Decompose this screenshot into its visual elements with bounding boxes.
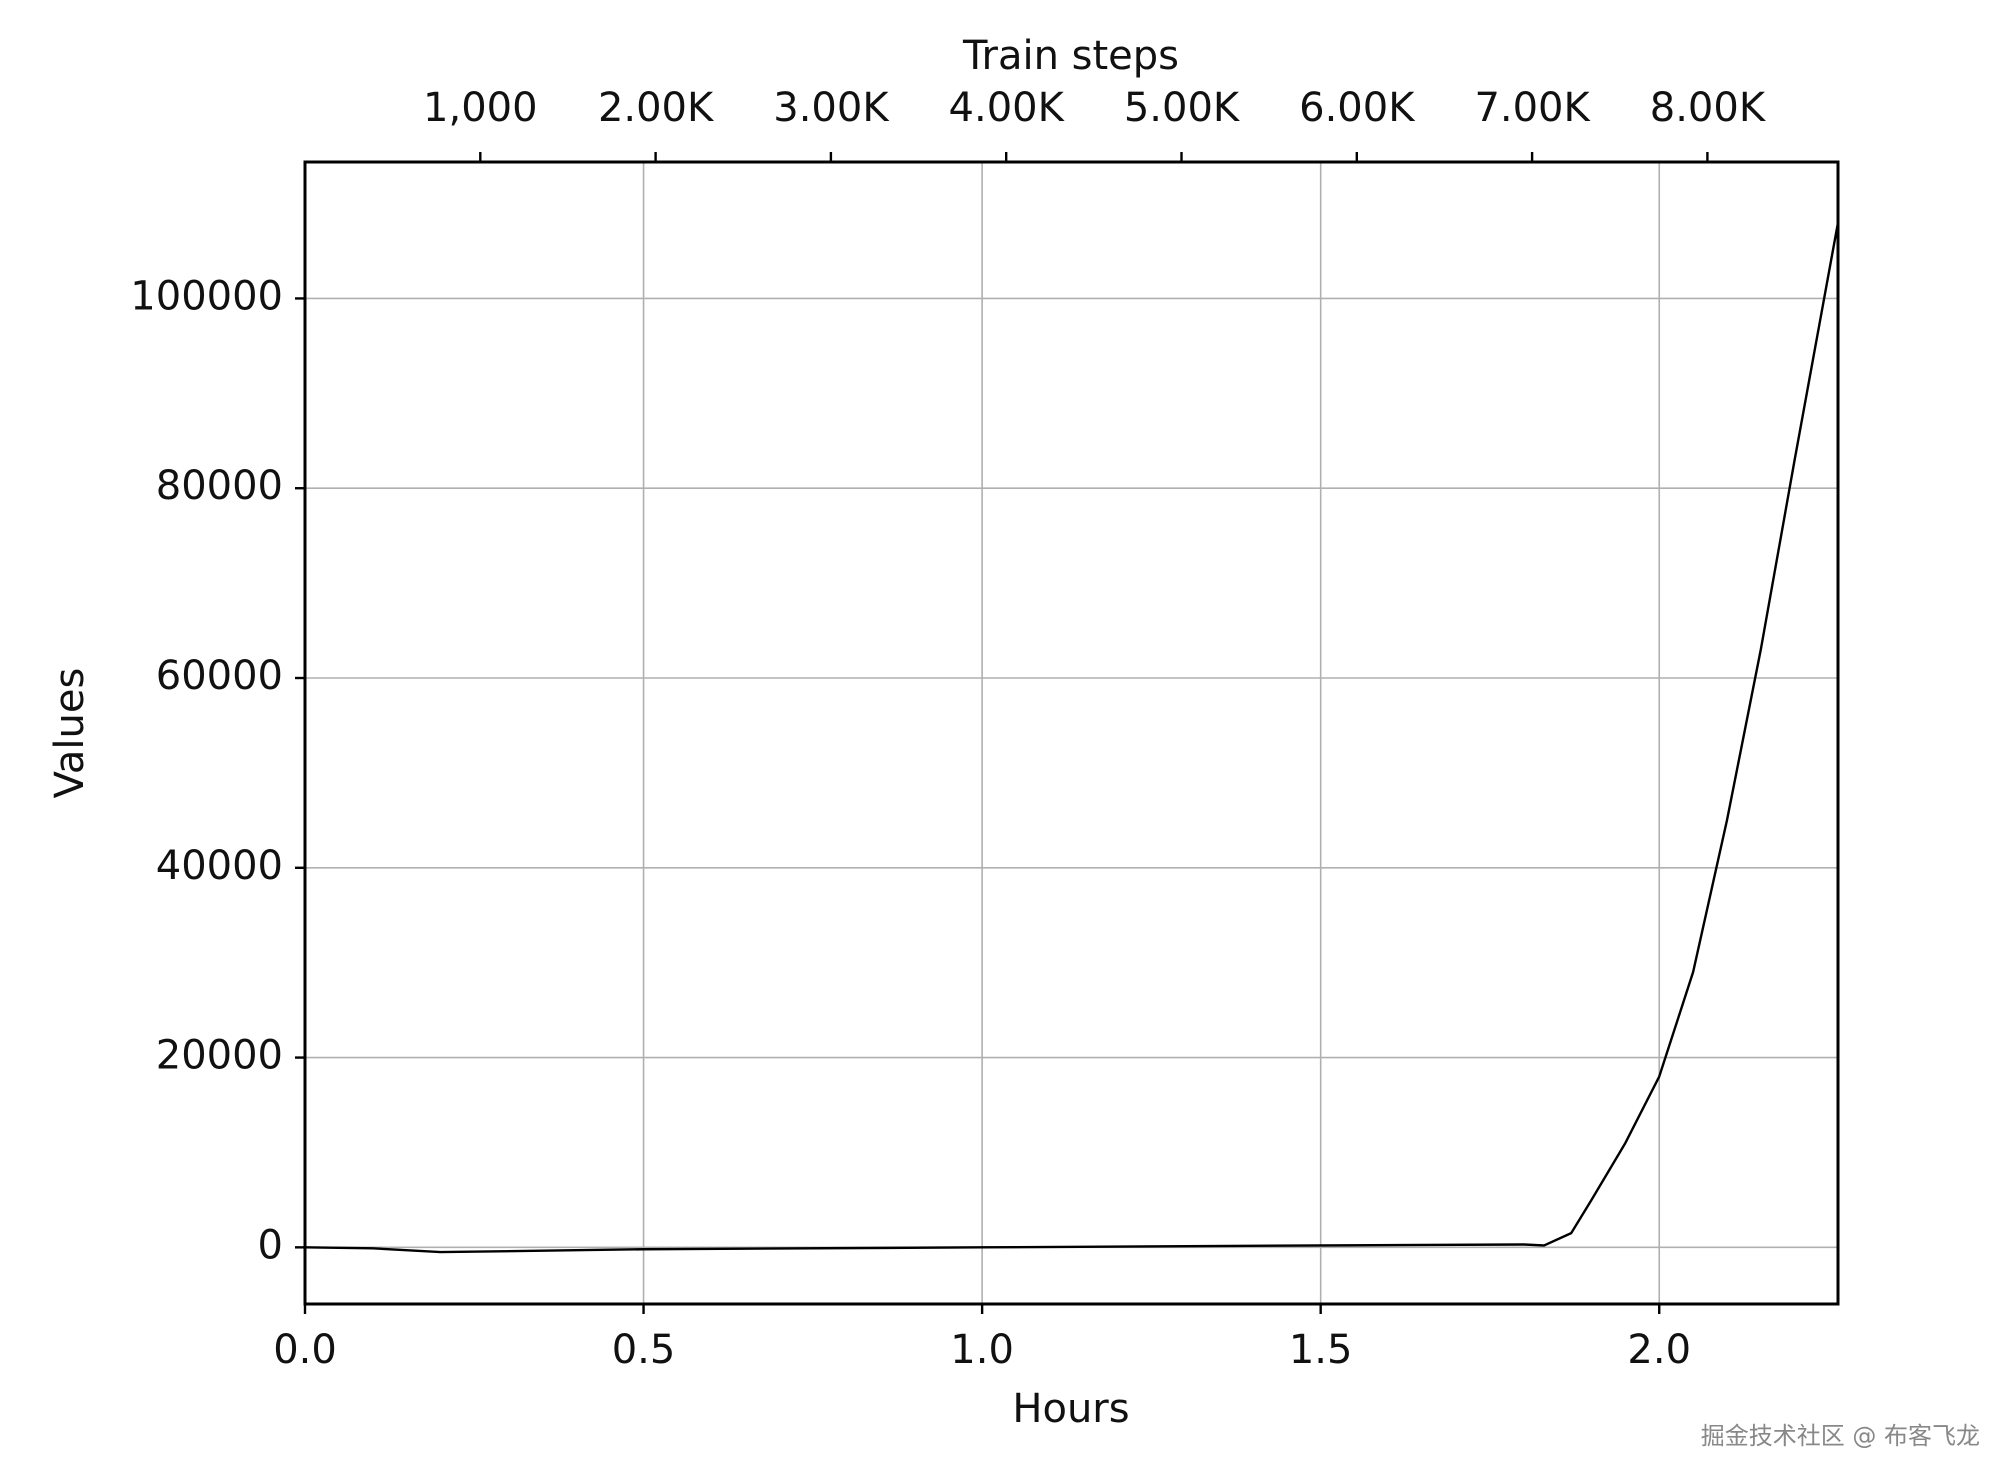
y-tick-label: 40000 [156,843,283,889]
x2-tick-label: 8.00K [1650,85,1767,131]
x2-tick-label: 3.00K [773,85,890,131]
x-tick-label: 2.0 [1627,1327,1691,1373]
y-tick-label: 100000 [130,273,283,319]
x2-tick-label: 4.00K [949,85,1066,131]
x2-tick-label: 5.00K [1124,85,1241,131]
x-axis-label: Hours [1012,1386,1129,1432]
x-tick-label: 0.0 [273,1327,337,1373]
watermark: 掘金技术社区 @ 布客飞龙 [1701,1422,1980,1450]
y-tick-label: 60000 [156,653,283,699]
plot-frame [303,160,1840,1306]
x2-axis-label: Train steps [962,33,1179,79]
x-tick-label: 1.0 [950,1327,1014,1373]
x-tick-label: 0.5 [612,1327,676,1373]
y-tick-label: 80000 [156,463,283,509]
x-tick-label: 1.5 [1289,1327,1353,1373]
x2-tick-label: 1,000 [423,85,538,131]
x2-tick-label: 2.00K [598,85,715,131]
y-tick-label: 20000 [156,1033,283,1079]
line [304,222,1840,1254]
x2-tick-label: 7.00K [1474,85,1591,131]
x2-tick-label: 6.00K [1299,85,1416,131]
y-tick-label: 0 [258,1222,283,1268]
y-axis-label: Values [47,668,93,799]
